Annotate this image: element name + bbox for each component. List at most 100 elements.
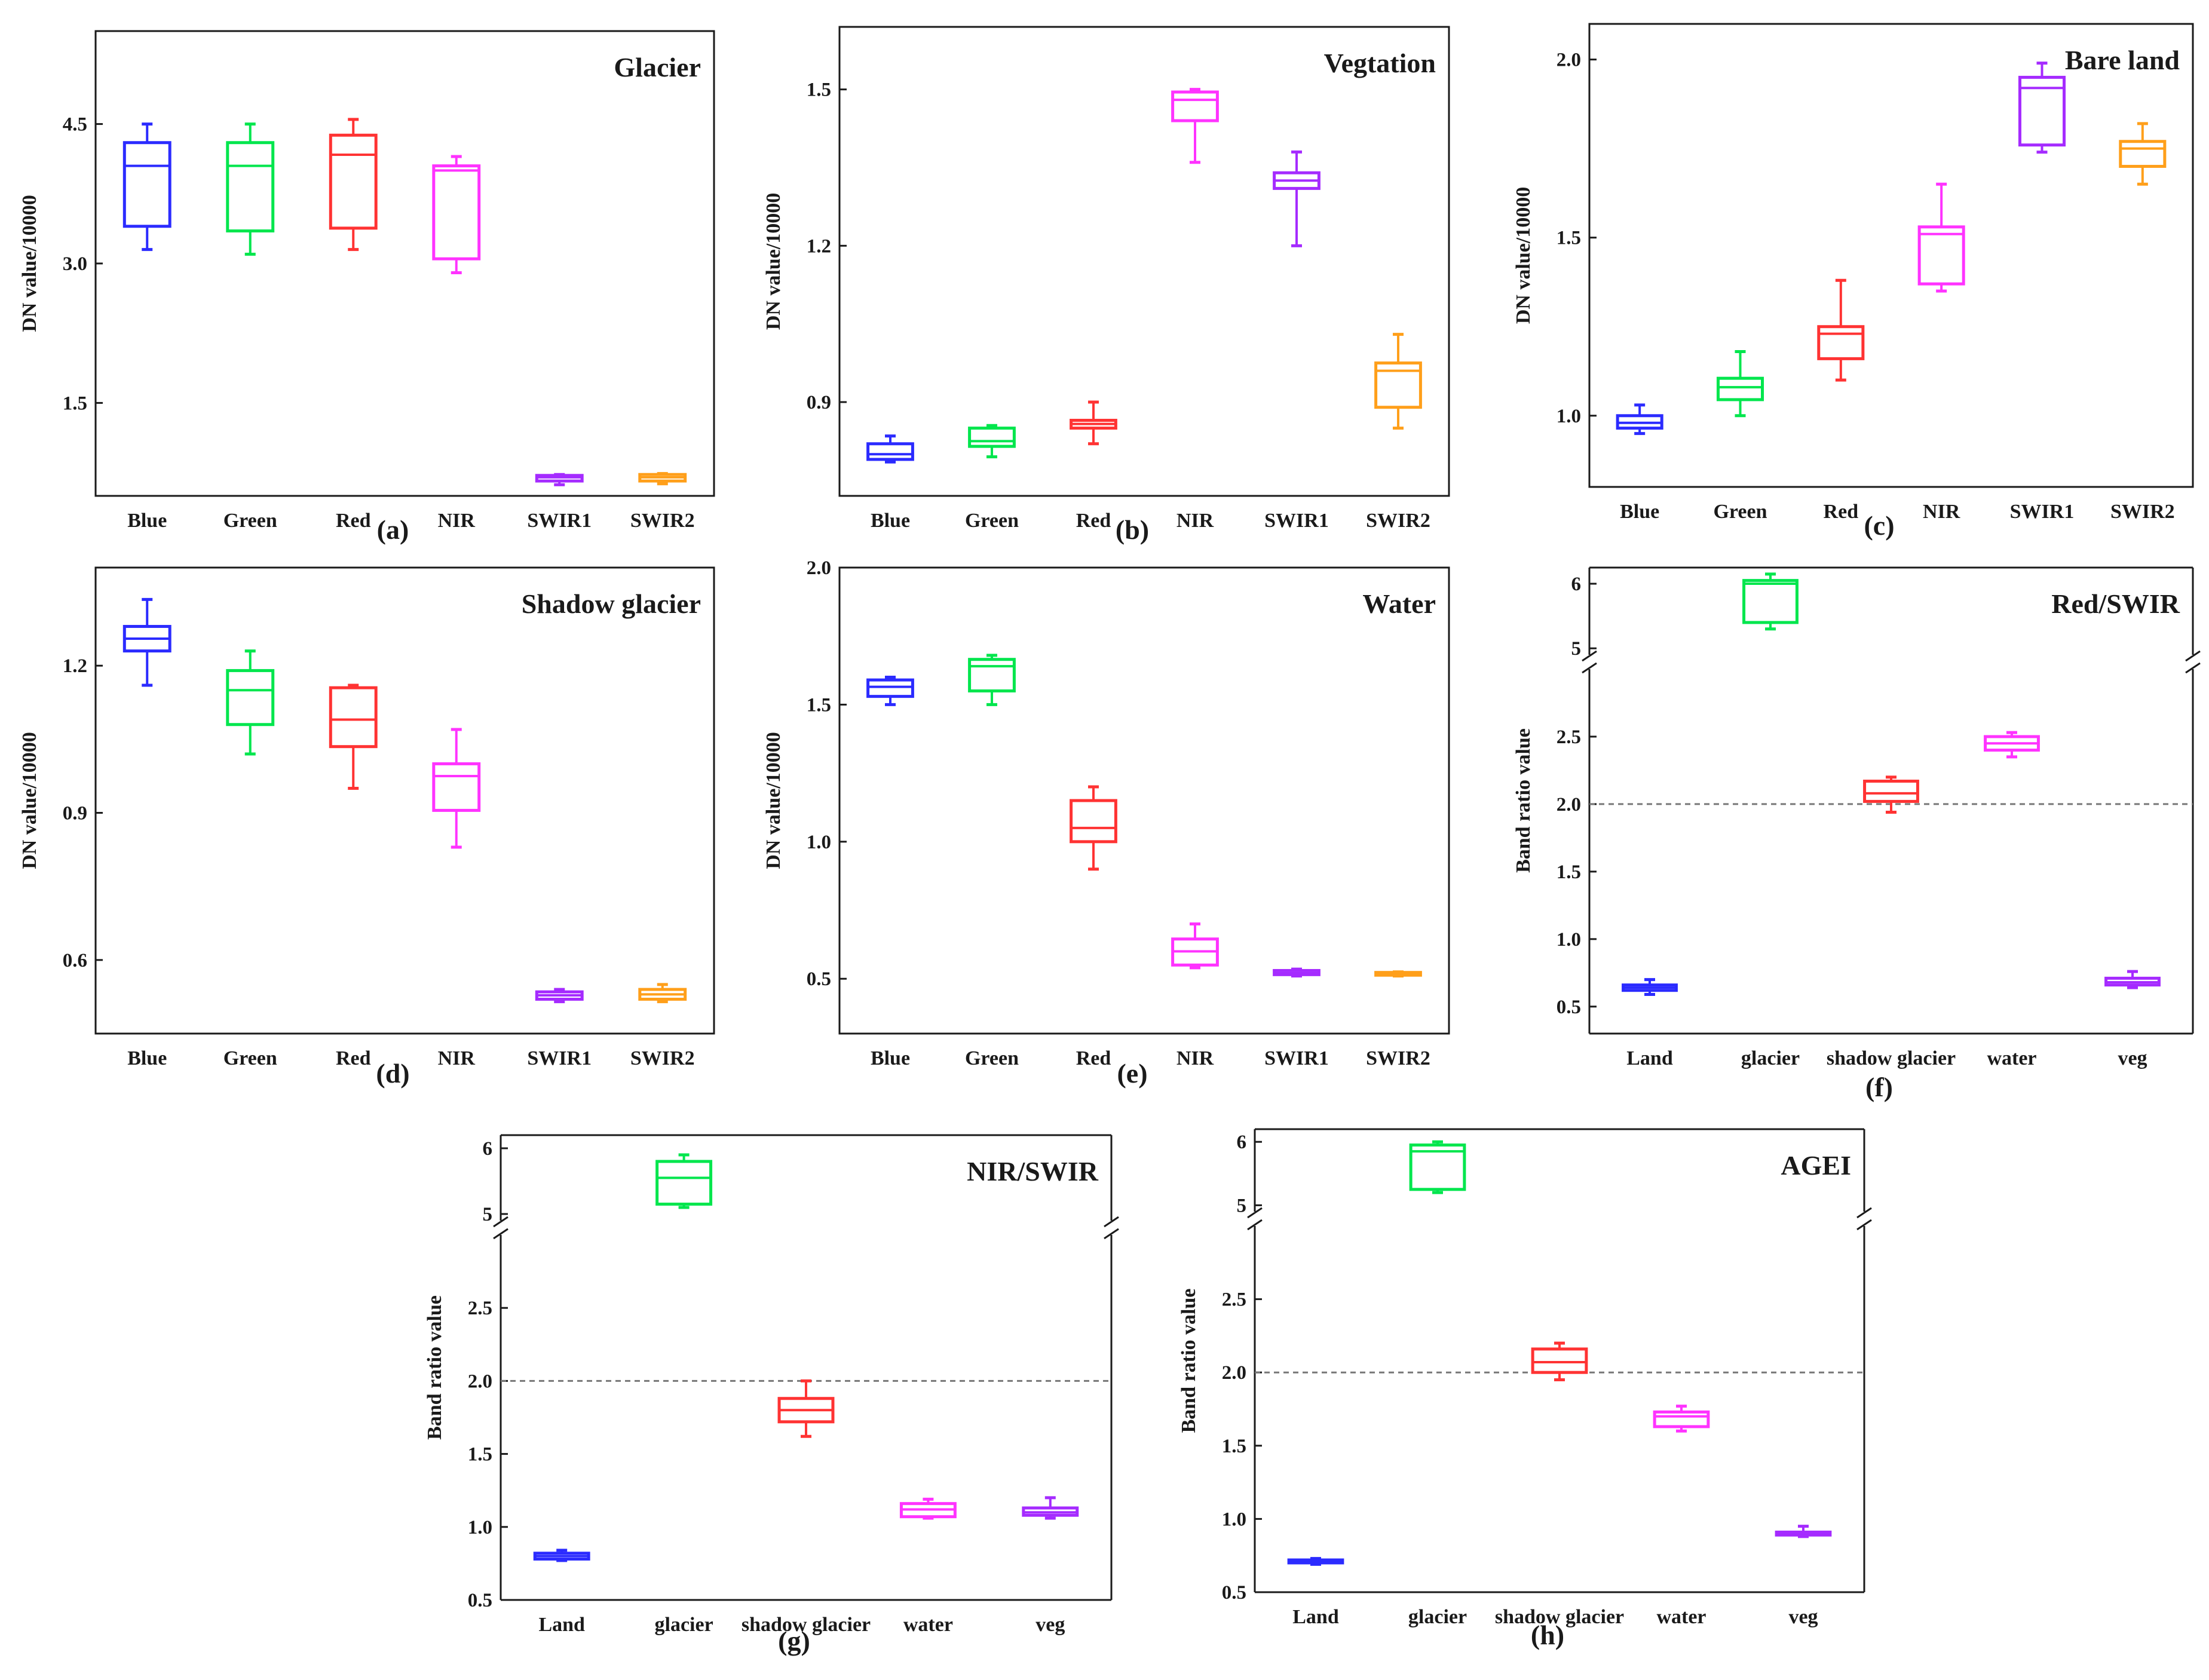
box-water bbox=[1984, 731, 2040, 759]
x-category-label: glacier bbox=[655, 1614, 713, 1636]
box-blue bbox=[1616, 403, 1663, 436]
x-category-label: NIR bbox=[1177, 1047, 1214, 1069]
y-tick-label: 0.5 bbox=[1557, 997, 1581, 1018]
y-tick-label: 2.0 bbox=[1557, 50, 1581, 71]
x-category-label: SWIR2 bbox=[630, 510, 695, 532]
box-green bbox=[968, 654, 1016, 706]
x-category-label: veg bbox=[2118, 1047, 2147, 1069]
x-category-label: SWIR1 bbox=[1264, 510, 1329, 532]
box-iqr bbox=[329, 133, 378, 230]
panel-tag: (e) bbox=[1117, 1058, 1147, 1089]
box-shadow-glacier bbox=[1531, 1341, 1588, 1381]
x-category-label: SWIR1 bbox=[1264, 1047, 1329, 1069]
x-category-label: Blue bbox=[127, 510, 167, 532]
x-category-label: Blue bbox=[871, 510, 910, 532]
y-axis-label: Band ratio value bbox=[1178, 1289, 1200, 1433]
panel-title: Vegtation bbox=[1324, 48, 1436, 78]
axis-break-mark bbox=[493, 1228, 508, 1240]
y-tick-label: 2.5 bbox=[468, 1298, 492, 1319]
box-blue bbox=[866, 434, 914, 464]
x-category-label: water bbox=[1656, 1606, 1706, 1628]
box-iqr bbox=[1531, 1347, 1588, 1374]
box-green bbox=[226, 122, 275, 256]
x-category-label: Blue bbox=[127, 1047, 167, 1069]
x-category-label: water bbox=[903, 1614, 953, 1636]
box-nir bbox=[432, 728, 481, 849]
x-category-label: Green bbox=[965, 1047, 1019, 1069]
box-swir1 bbox=[2018, 62, 2066, 154]
box-nir bbox=[1171, 88, 1219, 164]
y-tick-label: 1.2 bbox=[63, 655, 87, 677]
box-green bbox=[1716, 350, 1764, 418]
panel-tag: (g) bbox=[778, 1626, 810, 1656]
panel-tag: (c) bbox=[1864, 510, 1894, 541]
panel-title: AGEI bbox=[1781, 1150, 1851, 1181]
box-swir2 bbox=[2119, 122, 2167, 186]
x-category-label: Red bbox=[1076, 510, 1111, 532]
y-tick-label: 0.6 bbox=[63, 950, 87, 971]
box-iqr bbox=[226, 141, 275, 233]
x-category-label: veg bbox=[1035, 1614, 1065, 1636]
box-iqr bbox=[968, 658, 1016, 692]
box-iqr bbox=[122, 141, 171, 228]
x-category-label: veg bbox=[1788, 1606, 1818, 1628]
box-iqr bbox=[1917, 225, 1965, 286]
y-tick-label: 1.0 bbox=[1557, 929, 1581, 951]
box-iqr bbox=[655, 1160, 713, 1206]
y-tick-label: 0.5 bbox=[1222, 1582, 1246, 1604]
y-tick-label: 2.5 bbox=[1222, 1289, 1246, 1311]
y-tick-label: 1.0 bbox=[468, 1517, 492, 1538]
y-tick-label: 0.9 bbox=[807, 392, 831, 413]
x-category-label: Green bbox=[1713, 501, 1767, 523]
y-axis-label: DN value/10000 bbox=[762, 193, 785, 330]
y-tick-label: 2.0 bbox=[1557, 794, 1581, 816]
y-axis-label: DN value/10000 bbox=[19, 195, 41, 332]
box-iqr bbox=[329, 686, 378, 749]
box-veg bbox=[1775, 1525, 1832, 1538]
x-category-label: Red bbox=[336, 1047, 371, 1069]
box-glacier bbox=[655, 1153, 713, 1209]
box-shadow-glacier bbox=[777, 1379, 835, 1438]
x-category-label: Red bbox=[1824, 501, 1859, 523]
x-category-label: shadow glacier bbox=[1495, 1606, 1624, 1628]
y-tick-label: 1.5 bbox=[807, 79, 831, 101]
box-iqr bbox=[1863, 780, 1919, 803]
x-category-label: SWIR1 bbox=[527, 1047, 592, 1069]
x-category-label: SWIR2 bbox=[2110, 501, 2175, 523]
x-category-label: NIR bbox=[1923, 501, 1960, 523]
box-nir bbox=[432, 155, 481, 275]
y-tick-label: 2.0 bbox=[468, 1371, 492, 1392]
x-category-label: SWIR2 bbox=[1366, 510, 1430, 532]
x-category-label: SWIR2 bbox=[630, 1047, 695, 1069]
y-tick-label: 1.2 bbox=[807, 235, 831, 257]
box-red bbox=[1817, 278, 1865, 382]
box-iqr bbox=[1374, 361, 1422, 409]
box-iqr bbox=[2018, 75, 2066, 147]
box-land bbox=[1287, 1557, 1344, 1566]
y-axis-label: DN value/10000 bbox=[1512, 187, 1534, 324]
axis-break-mark bbox=[1856, 1219, 1872, 1231]
x-category-label: Land bbox=[1292, 1606, 1339, 1628]
axis-break-mark bbox=[1247, 1219, 1263, 1231]
y-tick-label: 4.5 bbox=[63, 114, 87, 136]
plot-frame bbox=[1588, 23, 2194, 488]
box-iqr bbox=[866, 678, 914, 698]
y-tick-label: 2.0 bbox=[1222, 1362, 1246, 1384]
x-category-label: NIR bbox=[438, 510, 476, 532]
panel-tag: (f) bbox=[1865, 1072, 1893, 1102]
y-tick-label: 0.5 bbox=[807, 968, 831, 990]
y-tick-label: 1.5 bbox=[1222, 1436, 1246, 1457]
panel-title: Water bbox=[1362, 588, 1436, 619]
x-category-label: glacier bbox=[1741, 1047, 1800, 1069]
box-glacier bbox=[1409, 1140, 1466, 1194]
y-tick-label: 5 bbox=[1571, 638, 1582, 660]
chart-panel-2: 0.9 1.2 1.5 Blue Green Red NIR SWIR1 SWIR2 Vegtat… bbox=[762, 26, 1450, 545]
y-tick-label: 6 bbox=[1237, 1132, 1247, 1153]
plot-frame bbox=[838, 566, 1450, 1035]
y-tick-label: 6 bbox=[1571, 574, 1582, 595]
y-tick-label: 5 bbox=[483, 1204, 493, 1225]
panel-tag: (a) bbox=[377, 514, 409, 545]
axis-break-mark bbox=[2185, 662, 2201, 674]
box-veg bbox=[2104, 970, 2161, 989]
